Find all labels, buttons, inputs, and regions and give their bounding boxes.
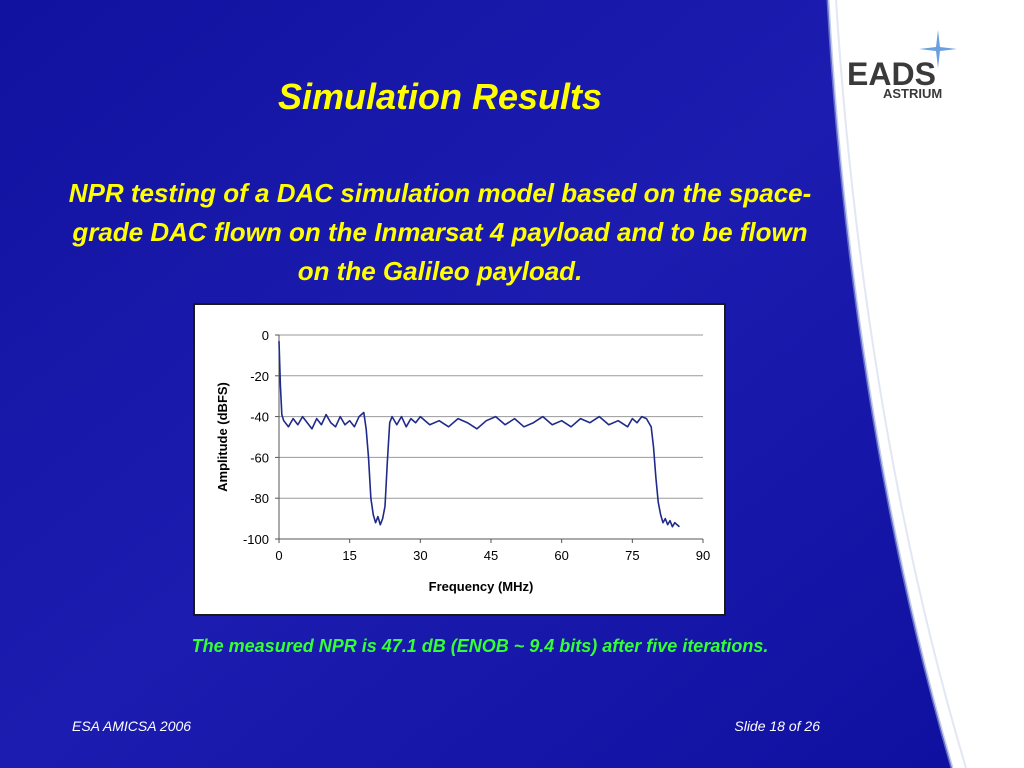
y-tick-label: -100: [243, 532, 269, 547]
x-tick-label: 90: [696, 548, 710, 563]
logo-name: EADS: [847, 56, 936, 92]
y-tick-label: -40: [250, 410, 269, 425]
footer-conference: ESA AMICSA 2006: [72, 718, 192, 734]
y-tick-label: -20: [250, 369, 269, 384]
x-tick-label: 0: [275, 548, 282, 563]
logo-sub: ASTRIUM: [883, 86, 943, 101]
y-tick-label: 0: [262, 328, 269, 343]
footer-slide-number: Slide 18 of 26: [734, 718, 820, 734]
x-tick-label: 60: [554, 548, 568, 563]
x-axis-label: Frequency (MHz): [429, 579, 534, 594]
y-tick-label: -60: [250, 450, 269, 465]
npr-caption: The measured NPR is 47.1 dB (ENOB ~ 9.4 …: [191, 636, 769, 656]
x-tick-label: 45: [484, 548, 498, 563]
y-tick-label: -80: [250, 491, 269, 506]
npr-chart: 0 -20 -40 -60 -80 -100 0 15 30 45 60 75 90 Frequency …: [215, 328, 710, 594]
x-tick-label: 30: [413, 548, 427, 563]
series-line: [278, 341, 680, 528]
x-tick-label: 75: [625, 548, 639, 563]
chart-frame: 0 -20 -40 -60 -80 -100 0 15 30 45 60 75 90 Frequency …: [193, 303, 726, 616]
star-icon: [919, 30, 957, 68]
eads-astrium-logo: EADS ASTRIUM: [847, 28, 959, 110]
slide-subtitle: NPR testing of a DAC simulation model ba…: [68, 178, 812, 286]
x-tick-label: 15: [342, 548, 356, 563]
slide-title: Simulation Results: [277, 76, 603, 117]
y-axis-label: Amplitude (dBFS): [215, 382, 230, 492]
